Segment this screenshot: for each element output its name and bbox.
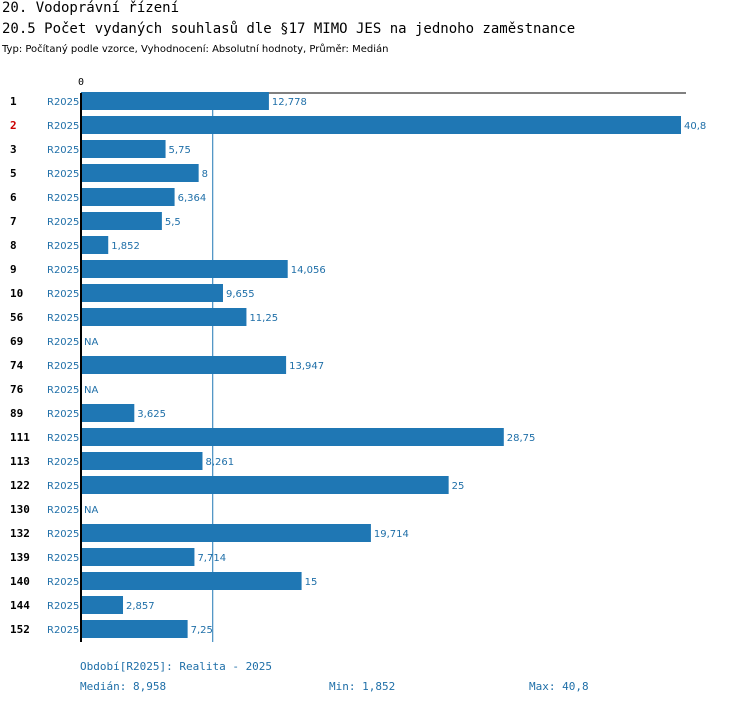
footer-median: Medián: 8,958 [80, 680, 167, 693]
footer-period: Období[R2025]: Realita - 2025 [80, 660, 273, 673]
category-label: 6 [10, 191, 17, 204]
category-label: 113 [10, 455, 30, 468]
bar [81, 284, 223, 302]
series-label: R2025 [47, 241, 79, 252]
bar [81, 92, 269, 110]
category-label: 9 [10, 263, 17, 276]
series-label: R2025 [47, 313, 79, 324]
bar [81, 260, 288, 278]
chart-title: 20.5 Počet vydaných souhlasů dle §17 MIM… [2, 21, 576, 37]
bar [81, 476, 449, 494]
chart-subtitle: Typ: Počítaný podle vzorce, Vyhodnocení:… [2, 44, 389, 55]
series-label: R2025 [47, 505, 79, 516]
bar [81, 140, 166, 158]
data-label: 25 [452, 481, 465, 492]
data-label: 13,947 [289, 361, 324, 372]
data-label: 5,5 [165, 217, 181, 228]
data-label: 11,25 [249, 313, 278, 324]
bar [81, 188, 175, 206]
series-label: R2025 [47, 385, 79, 396]
bar [81, 356, 287, 374]
series-label: R2025 [47, 481, 79, 492]
series-label: R2025 [47, 457, 79, 468]
category-label: 69 [10, 335, 23, 348]
category-label: 10 [10, 287, 23, 300]
series-label: R2025 [47, 169, 79, 180]
bar [81, 428, 504, 446]
category-label: 111 [10, 431, 30, 444]
data-label: 19,714 [374, 529, 409, 540]
bar [81, 212, 162, 230]
category-label: 144 [10, 599, 30, 612]
footer-max: Max: 40,8 [529, 680, 589, 693]
data-label: 3,625 [137, 409, 166, 420]
data-label: 28,75 [507, 433, 536, 444]
category-label: 122 [10, 479, 30, 492]
data-label: 40,8 [684, 121, 706, 132]
data-label: 7,25 [191, 625, 213, 636]
bar [81, 524, 371, 542]
category-label: 56 [10, 311, 24, 324]
data-label: 1,852 [111, 241, 140, 252]
footer-min: Min: 1,852 [329, 680, 396, 693]
category-label: 8 [10, 239, 17, 252]
bar [81, 116, 681, 134]
category-label: 89 [10, 407, 23, 420]
series-label: R2025 [47, 97, 79, 108]
series-label: R2025 [47, 433, 79, 444]
series-label: R2025 [47, 529, 79, 540]
bar [81, 620, 188, 638]
category-label: 139 [10, 551, 30, 564]
bar [81, 404, 135, 422]
data-label: 6,364 [178, 193, 207, 204]
series-label: R2025 [47, 361, 79, 372]
bar [81, 308, 247, 326]
category-label: 132 [10, 527, 30, 540]
category-label: 3 [10, 143, 17, 156]
data-label: 9,655 [226, 289, 255, 300]
series-label: R2025 [47, 265, 79, 276]
series-label: R2025 [47, 601, 79, 612]
data-label: 15 [305, 577, 318, 588]
series-label: R2025 [47, 193, 79, 204]
bar [81, 452, 203, 470]
category-label: 76 [10, 383, 24, 396]
category-label: 2 [10, 119, 17, 132]
data-label: 8,261 [205, 457, 234, 468]
data-label: NA [84, 385, 98, 396]
data-label: 12,778 [272, 97, 307, 108]
series-label: R2025 [47, 121, 79, 132]
data-label: 7,714 [197, 553, 226, 564]
bar [81, 236, 109, 254]
series-label: R2025 [47, 577, 79, 588]
series-label: R2025 [47, 409, 79, 420]
category-label: 130 [10, 503, 30, 516]
category-label: 1 [10, 95, 17, 108]
category-label: 7 [10, 215, 17, 228]
series-label: R2025 [47, 337, 79, 348]
series-label: R2025 [47, 553, 79, 564]
series-label: R2025 [47, 289, 79, 300]
series-label: R2025 [47, 625, 79, 636]
bar [81, 596, 124, 614]
data-label: 8 [202, 169, 208, 180]
data-label: 2,857 [126, 601, 155, 612]
category-label: 5 [10, 167, 17, 180]
axis-zero-label: 0 [78, 77, 84, 88]
series-label: R2025 [47, 145, 79, 156]
bar [81, 572, 302, 590]
category-label: 152 [10, 623, 30, 636]
bar [81, 548, 195, 566]
data-label: NA [84, 505, 98, 516]
data-label: 14,056 [291, 265, 326, 276]
series-label: R2025 [47, 217, 79, 228]
section-heading: 20. Vodoprávní řízení [2, 0, 180, 16]
data-label: NA [84, 337, 98, 348]
bar [81, 164, 199, 182]
category-label: 74 [10, 359, 24, 372]
category-label: 140 [10, 575, 30, 588]
data-label: 5,75 [169, 145, 191, 156]
